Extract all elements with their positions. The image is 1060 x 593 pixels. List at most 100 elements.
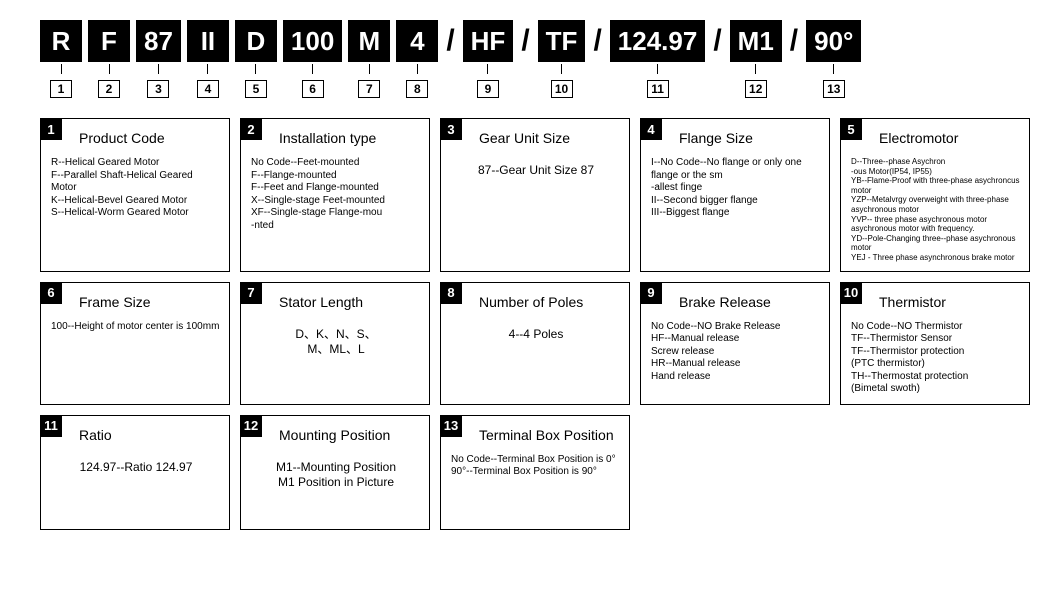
legend-card-3: 3Gear Unit Size87--Gear Unit Size 87: [440, 118, 630, 272]
code-value: D: [235, 20, 277, 62]
code-index: 4: [197, 80, 219, 98]
code-slash: /: [788, 20, 800, 62]
card-title: Frame Size: [79, 291, 221, 313]
card-title: Brake Release: [679, 291, 821, 313]
card-title: Number of Poles: [479, 291, 621, 313]
code-tick: [312, 64, 313, 74]
card-number-badge: 5: [840, 118, 862, 140]
code-value: 90°: [806, 20, 861, 62]
card-body: D、K、N、S、 M、ML、L: [251, 321, 421, 357]
code-index: 13: [823, 80, 845, 98]
code-block-4: II 4: [187, 20, 229, 98]
card-title: Stator Length: [279, 291, 421, 313]
legend-card-2: 2 Installation type No Code--Feet-mounted …: [240, 118, 430, 272]
code-block-3: 87 3: [136, 20, 181, 98]
code-block-5: D5: [235, 20, 277, 98]
legend-card-9: 9 Brake Release No Code--NO Brake Release …: [640, 282, 830, 405]
card-body: D--Three--phase Asychron -ous Motor(IP54…: [851, 157, 1021, 263]
legend-card-12: 12 Mounting Position M1--Mounting Position…: [240, 415, 430, 530]
code-index: 1: [50, 80, 72, 98]
code-block-11: 124.97 11: [610, 20, 706, 98]
card-number-badge: 8: [440, 282, 462, 304]
legend-card-5: 5 Electromotor D--Three--phase Asychron -o…: [840, 118, 1030, 272]
code-value: 4: [396, 20, 438, 62]
code-slash: /: [444, 20, 456, 62]
card-body: I--No Code--No flange or only one flange…: [651, 157, 821, 220]
card-number-badge: 12: [240, 415, 262, 437]
code-tick: [207, 64, 208, 74]
code-slash: /: [591, 20, 603, 62]
code-tick: [158, 64, 159, 74]
code-index: 2: [98, 80, 120, 98]
code-value: R: [40, 20, 82, 62]
legend-card-10: 10 Thermistor No Code--NO Thermistor TF--T…: [840, 282, 1030, 405]
card-title: Gear Unit Size: [479, 127, 621, 149]
card-title: Electromotor: [879, 127, 1021, 149]
code-index: 5: [245, 80, 267, 98]
code-index: 12: [745, 80, 767, 98]
card-number-badge: 13: [440, 415, 462, 437]
card-number-badge: 6: [40, 282, 62, 304]
code-index: 10: [551, 80, 573, 98]
code-block-9: HF 9: [463, 20, 514, 98]
code-value: F: [88, 20, 130, 62]
code-tick: [109, 64, 110, 74]
code-block-1: R1: [40, 20, 82, 98]
code-tick: [561, 64, 562, 74]
legend-card-4: 4 Flange Size I--No Code--No flange or onl…: [640, 118, 830, 272]
product-code-row: R1F2873II4D51006M748/HF9/TF10/124.9711/M…: [40, 20, 1020, 98]
code-tick: [255, 64, 256, 74]
card-number-badge: 9: [640, 282, 662, 304]
code-value: II: [187, 20, 229, 62]
code-block-12: M1 12: [730, 20, 782, 98]
code-block-6: 100 6: [283, 20, 342, 98]
card-title: Thermistor: [879, 291, 1021, 313]
card-title: Installation type: [279, 127, 421, 149]
card-title: Terminal Box Position: [479, 424, 621, 446]
code-slash: /: [519, 20, 531, 62]
card-number-badge: 2: [240, 118, 262, 140]
card-body: R--Helical Geared Motor F--Parallel Shaf…: [51, 157, 221, 220]
card-body: No Code--Terminal Box Position is 0° 90°…: [451, 454, 621, 479]
code-tick: [755, 64, 756, 74]
code-index: 11: [647, 80, 669, 98]
code-tick: [61, 64, 62, 74]
code-value: M1: [730, 20, 782, 62]
legend-card-7: 7Stator LengthD、K、N、S、 M、ML、L: [240, 282, 430, 405]
card-body: No Code--NO Thermistor TF--Thermistor Se…: [851, 321, 1021, 396]
card-number-badge: 1: [40, 118, 62, 140]
code-block-7: M7: [348, 20, 390, 98]
code-value: TF: [538, 20, 586, 62]
legend-card-13: 13 Terminal Box Position No Code--Terminal…: [440, 415, 630, 530]
card-body: M1--Mounting Position M1 Position in Pic…: [251, 454, 421, 490]
legend-card-11: 11 Ratio 124.97--Ratio 124.97: [40, 415, 230, 530]
code-tick: [833, 64, 834, 74]
card-body: 124.97--Ratio 124.97: [51, 454, 221, 475]
card-title: Ratio: [79, 424, 221, 446]
card-number-badge: 4: [640, 118, 662, 140]
code-tick: [657, 64, 658, 74]
code-value: HF: [463, 20, 514, 62]
card-number-badge: 11: [40, 415, 62, 437]
card-title: Product Code: [79, 127, 221, 149]
code-tick: [417, 64, 418, 74]
code-tick: [369, 64, 370, 74]
card-title: Flange Size: [679, 127, 821, 149]
code-index: 6: [302, 80, 324, 98]
code-index: 9: [477, 80, 499, 98]
code-index: 7: [358, 80, 380, 98]
card-body: 100--Height of motor center is 100mm: [51, 321, 221, 334]
card-title: Mounting Position: [279, 424, 421, 446]
card-body: No Code--Feet-mounted F--Flange-mounted …: [251, 157, 421, 232]
code-value: 100: [283, 20, 342, 62]
code-block-13: 90° 13: [806, 20, 861, 98]
code-value: 124.97: [610, 20, 706, 62]
card-body: 4--4 Poles: [451, 321, 621, 342]
code-value: 87: [136, 20, 181, 62]
code-block-10: TF 10: [538, 20, 586, 98]
code-value: M: [348, 20, 390, 62]
code-slash: /: [711, 20, 723, 62]
code-index: 3: [147, 80, 169, 98]
card-body: No Code--NO Brake Release HF--Manual rel…: [651, 321, 821, 384]
card-number-badge: 10: [840, 282, 862, 304]
